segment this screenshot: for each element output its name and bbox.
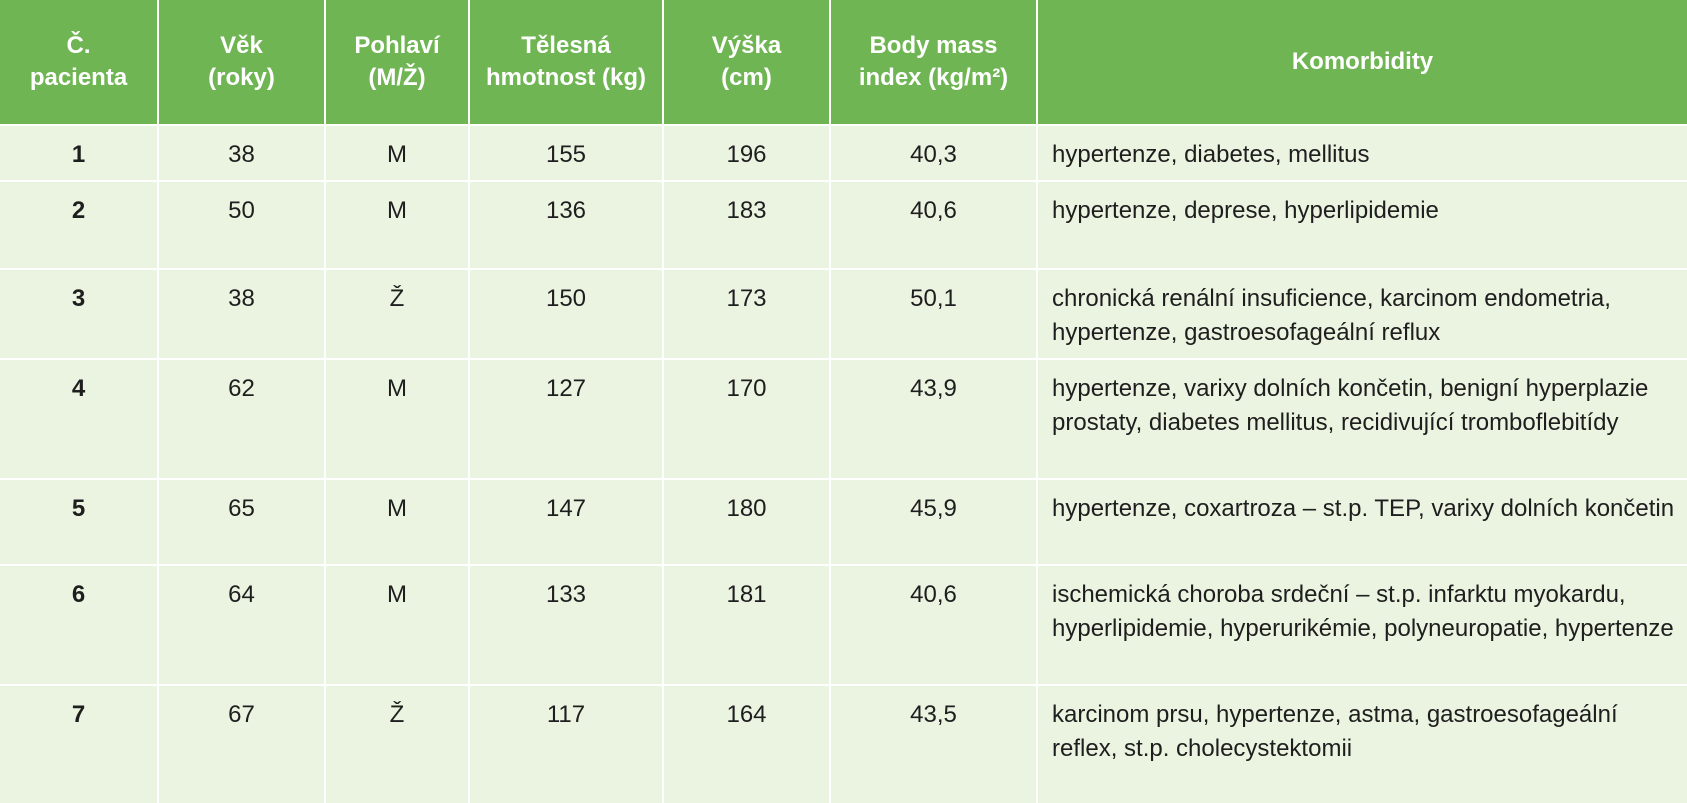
cell-sex: Ž <box>325 268 470 359</box>
cell-patient-number: 2 <box>0 180 159 269</box>
cell-comorbidities: hypertenze, deprese, hyperlipidemie <box>1037 180 1687 269</box>
cell-patient-number: 6 <box>0 564 159 685</box>
cell-patient-number: 3 <box>0 268 159 359</box>
cell-bmi: 40,3 <box>830 124 1038 181</box>
cell-age: 65 <box>158 478 326 565</box>
cell-bmi: 50,1 <box>830 268 1038 359</box>
header-line: Komorbidity <box>1291 48 1434 75</box>
cell-sex: M <box>325 564 470 685</box>
cell-patient-number: 1 <box>0 124 159 181</box>
cell-bmi: 43,5 <box>830 684 1038 803</box>
header-weight: Tělesná hmotnost (kg) <box>469 0 664 125</box>
cell-height: 181 <box>663 564 831 685</box>
cell-sex: Ž <box>325 684 470 803</box>
header-height: Výška (cm) <box>663 0 831 125</box>
cell-sex: M <box>325 358 470 479</box>
cell-bmi: 40,6 <box>830 180 1038 269</box>
cell-sex: M <box>325 478 470 565</box>
cell-height: 183 <box>663 180 831 269</box>
table-body: 1 38 M 155 196 40,3 hypertenze, diabetes… <box>0 124 1687 803</box>
header-comorbidities: Komorbidity <box>1037 0 1687 125</box>
header-line: index (kg/m²) <box>858 64 1009 91</box>
cell-height: 164 <box>663 684 831 803</box>
cell-height: 180 <box>663 478 831 565</box>
cell-comorbidities: hypertenze, coxartroza – st.p. TEP, vari… <box>1037 478 1687 565</box>
cell-bmi: 43,9 <box>830 358 1038 479</box>
table-row: 6 64 M 133 181 40,6 ischemická choroba s… <box>0 564 1687 685</box>
cell-comorbidities: chronická renální insuficience, karcinom… <box>1037 268 1687 359</box>
cell-comorbidities: karcinom prsu, hypertenze, astma, gastro… <box>1037 684 1687 803</box>
header-line: pacienta <box>29 64 128 91</box>
cell-weight: 133 <box>469 564 664 685</box>
cell-height: 196 <box>663 124 831 181</box>
cell-patient-number: 4 <box>0 358 159 479</box>
header-line: Č. <box>66 32 91 59</box>
header-row: Č. pacienta Věk (roky) Pohlaví (M/Ž) Těl… <box>0 0 1687 125</box>
cell-sex: M <box>325 124 470 181</box>
header-line: (roky) <box>208 64 275 91</box>
cell-weight: 136 <box>469 180 664 269</box>
table-header: Č. pacienta Věk (roky) Pohlaví (M/Ž) Těl… <box>0 0 1687 125</box>
cell-bmi: 45,9 <box>830 478 1038 565</box>
table-row: 4 62 M 127 170 43,9 hypertenze, varixy d… <box>0 358 1687 479</box>
header-bmi: Body mass index (kg/m²) <box>830 0 1038 125</box>
cell-comorbidities: hypertenze, varixy dolních končetin, ben… <box>1037 358 1687 479</box>
cell-age: 64 <box>158 564 326 685</box>
cell-age: 38 <box>158 124 326 181</box>
cell-weight: 147 <box>469 478 664 565</box>
cell-patient-number: 7 <box>0 684 159 803</box>
cell-comorbidities: hypertenze, diabetes, mellitus <box>1037 124 1687 181</box>
header-patient-number: Č. pacienta <box>0 0 159 125</box>
cell-weight: 150 <box>469 268 664 359</box>
cell-weight: 117 <box>469 684 664 803</box>
cell-patient-number: 5 <box>0 478 159 565</box>
header-line: Věk <box>220 32 263 59</box>
table-row: 7 67 Ž 117 164 43,5 karcinom prsu, hyper… <box>0 684 1687 803</box>
cell-weight: 127 <box>469 358 664 479</box>
header-line: (M/Ž) <box>368 64 426 91</box>
cell-age: 50 <box>158 180 326 269</box>
header-line: Body mass <box>869 32 998 59</box>
cell-comorbidities: ischemická choroba srdeční – st.p. infar… <box>1037 564 1687 685</box>
header-age: Věk (roky) <box>158 0 326 125</box>
cell-weight: 155 <box>469 124 664 181</box>
cell-age: 62 <box>158 358 326 479</box>
table-row: 5 65 M 147 180 45,9 hypertenze, coxartro… <box>0 478 1687 565</box>
header-line: Výška <box>711 32 782 59</box>
header-line: Pohlaví <box>354 32 440 59</box>
cell-age: 67 <box>158 684 326 803</box>
header-line: Tělesná <box>521 32 611 59</box>
cell-age: 38 <box>158 268 326 359</box>
header-sex: Pohlaví (M/Ž) <box>325 0 470 125</box>
table-row: 2 50 M 136 183 40,6 hypertenze, deprese,… <box>0 180 1687 269</box>
cell-height: 170 <box>663 358 831 479</box>
cell-sex: M <box>325 180 470 269</box>
header-line: hmotnost (kg) <box>486 64 646 91</box>
table-row: 3 38 Ž 150 173 50,1 chronická renální in… <box>0 268 1687 359</box>
cell-bmi: 40,6 <box>830 564 1038 685</box>
table-row: 1 38 M 155 196 40,3 hypertenze, diabetes… <box>0 124 1687 181</box>
cell-height: 173 <box>663 268 831 359</box>
header-line: (cm) <box>721 64 772 91</box>
